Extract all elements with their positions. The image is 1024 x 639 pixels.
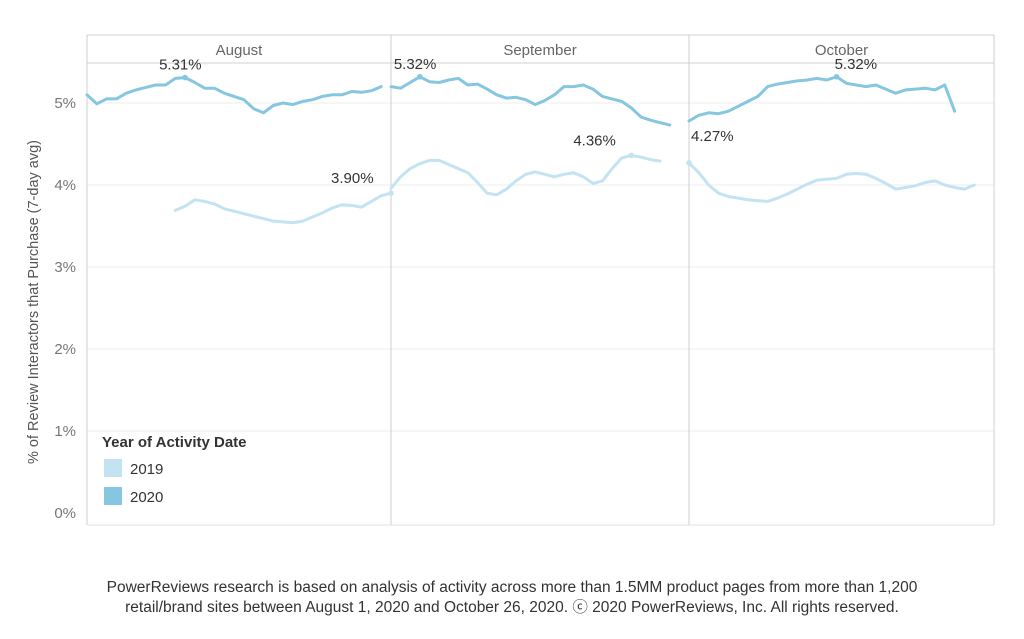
legend-label-2020: 2020 bbox=[130, 489, 163, 506]
annotations: 5.31% 3.90% 5.32% 4.36% 4.27% 5.32% bbox=[159, 56, 877, 196]
gridlines bbox=[87, 102, 994, 432]
annotation-marker bbox=[686, 160, 692, 166]
y-tick-label: 5% bbox=[54, 95, 76, 112]
annotation-marker bbox=[417, 73, 423, 80]
y-tick-label: 0% bbox=[54, 505, 76, 522]
series-line-2020-september bbox=[389, 75, 672, 127]
series-line-2020-august bbox=[85, 76, 383, 115]
panel-title-september: September bbox=[503, 42, 576, 59]
footnote: PowerReviews research is based on analys… bbox=[0, 578, 1024, 618]
footnote-line-2: retail/brand sites between August 1, 202… bbox=[125, 599, 899, 616]
annotation-marker bbox=[628, 152, 635, 159]
y-tick-label: 3% bbox=[54, 259, 76, 276]
annotation-marker bbox=[388, 190, 394, 196]
legend-label-2019: 2019 bbox=[130, 461, 163, 478]
panel-title-august: August bbox=[216, 42, 264, 59]
line-chart: August September October 0% 1% 2% 3% 4% 5% % of… bbox=[26, 34, 995, 526]
y-axis-label: % of Review Interactors that Purchase (7… bbox=[26, 140, 42, 464]
y-axis-ticks: 0% 1% 2% 3% 4% 5% bbox=[54, 95, 76, 522]
panel-title-october: October bbox=[815, 42, 868, 59]
series-lines bbox=[85, 75, 976, 225]
legend-title: Year of Activity Date bbox=[102, 434, 247, 451]
series-line-2020-october bbox=[687, 75, 957, 123]
legend: Year of Activity Date 2019 2020 bbox=[102, 434, 247, 506]
annotation-label: 5.32% bbox=[835, 56, 878, 73]
series-line-2019-september bbox=[389, 154, 662, 197]
annotation-label: 3.90% bbox=[331, 170, 374, 187]
annotation-label: 4.36% bbox=[573, 132, 616, 149]
series-line-2019-october bbox=[687, 161, 976, 203]
annotation-marker bbox=[182, 74, 188, 81]
panel-frame: August September October bbox=[86, 34, 995, 526]
annotation-label: 5.32% bbox=[394, 56, 437, 73]
annotation-label: 4.27% bbox=[691, 128, 734, 145]
series-line-2019-august bbox=[173, 191, 393, 225]
annotation-marker bbox=[833, 73, 840, 80]
y-tick-label: 1% bbox=[54, 423, 76, 440]
annotation-label: 5.31% bbox=[159, 57, 202, 74]
y-tick-label: 2% bbox=[54, 341, 76, 358]
legend-swatch-2020 bbox=[104, 487, 122, 505]
legend-swatch-2019 bbox=[104, 459, 122, 477]
footnote-line-1: PowerReviews research is based on analys… bbox=[106, 579, 918, 596]
y-tick-label: 4% bbox=[54, 177, 76, 194]
